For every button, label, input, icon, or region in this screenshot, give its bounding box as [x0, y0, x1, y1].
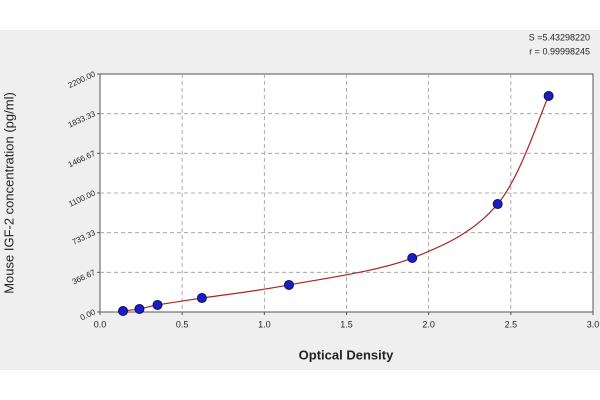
- data-point: [283, 279, 294, 290]
- x-tick-label: 1.0: [258, 319, 271, 329]
- data-point: [134, 303, 145, 314]
- x-tick-label: 3.0: [587, 319, 600, 329]
- annotation: S =5.43298220: [529, 32, 590, 42]
- x-tick-label: 0.5: [176, 319, 189, 329]
- data-point: [152, 299, 163, 310]
- y-axis-label: Mouse IGF-2 concentration (pg/ml): [1, 92, 16, 294]
- data-point: [492, 199, 503, 210]
- x-tick-label: 2.0: [422, 319, 435, 329]
- annotation: r = 0.99998245: [529, 46, 590, 56]
- data-point: [118, 306, 129, 317]
- x-tick-label: 1.5: [340, 319, 353, 329]
- x-tick-label: 0.0: [94, 319, 107, 329]
- x-axis-label: Optical Density: [299, 347, 394, 362]
- data-point: [196, 293, 207, 304]
- data-point: [543, 90, 554, 101]
- x-tick-label: 2.5: [505, 319, 518, 329]
- data-point: [407, 253, 418, 264]
